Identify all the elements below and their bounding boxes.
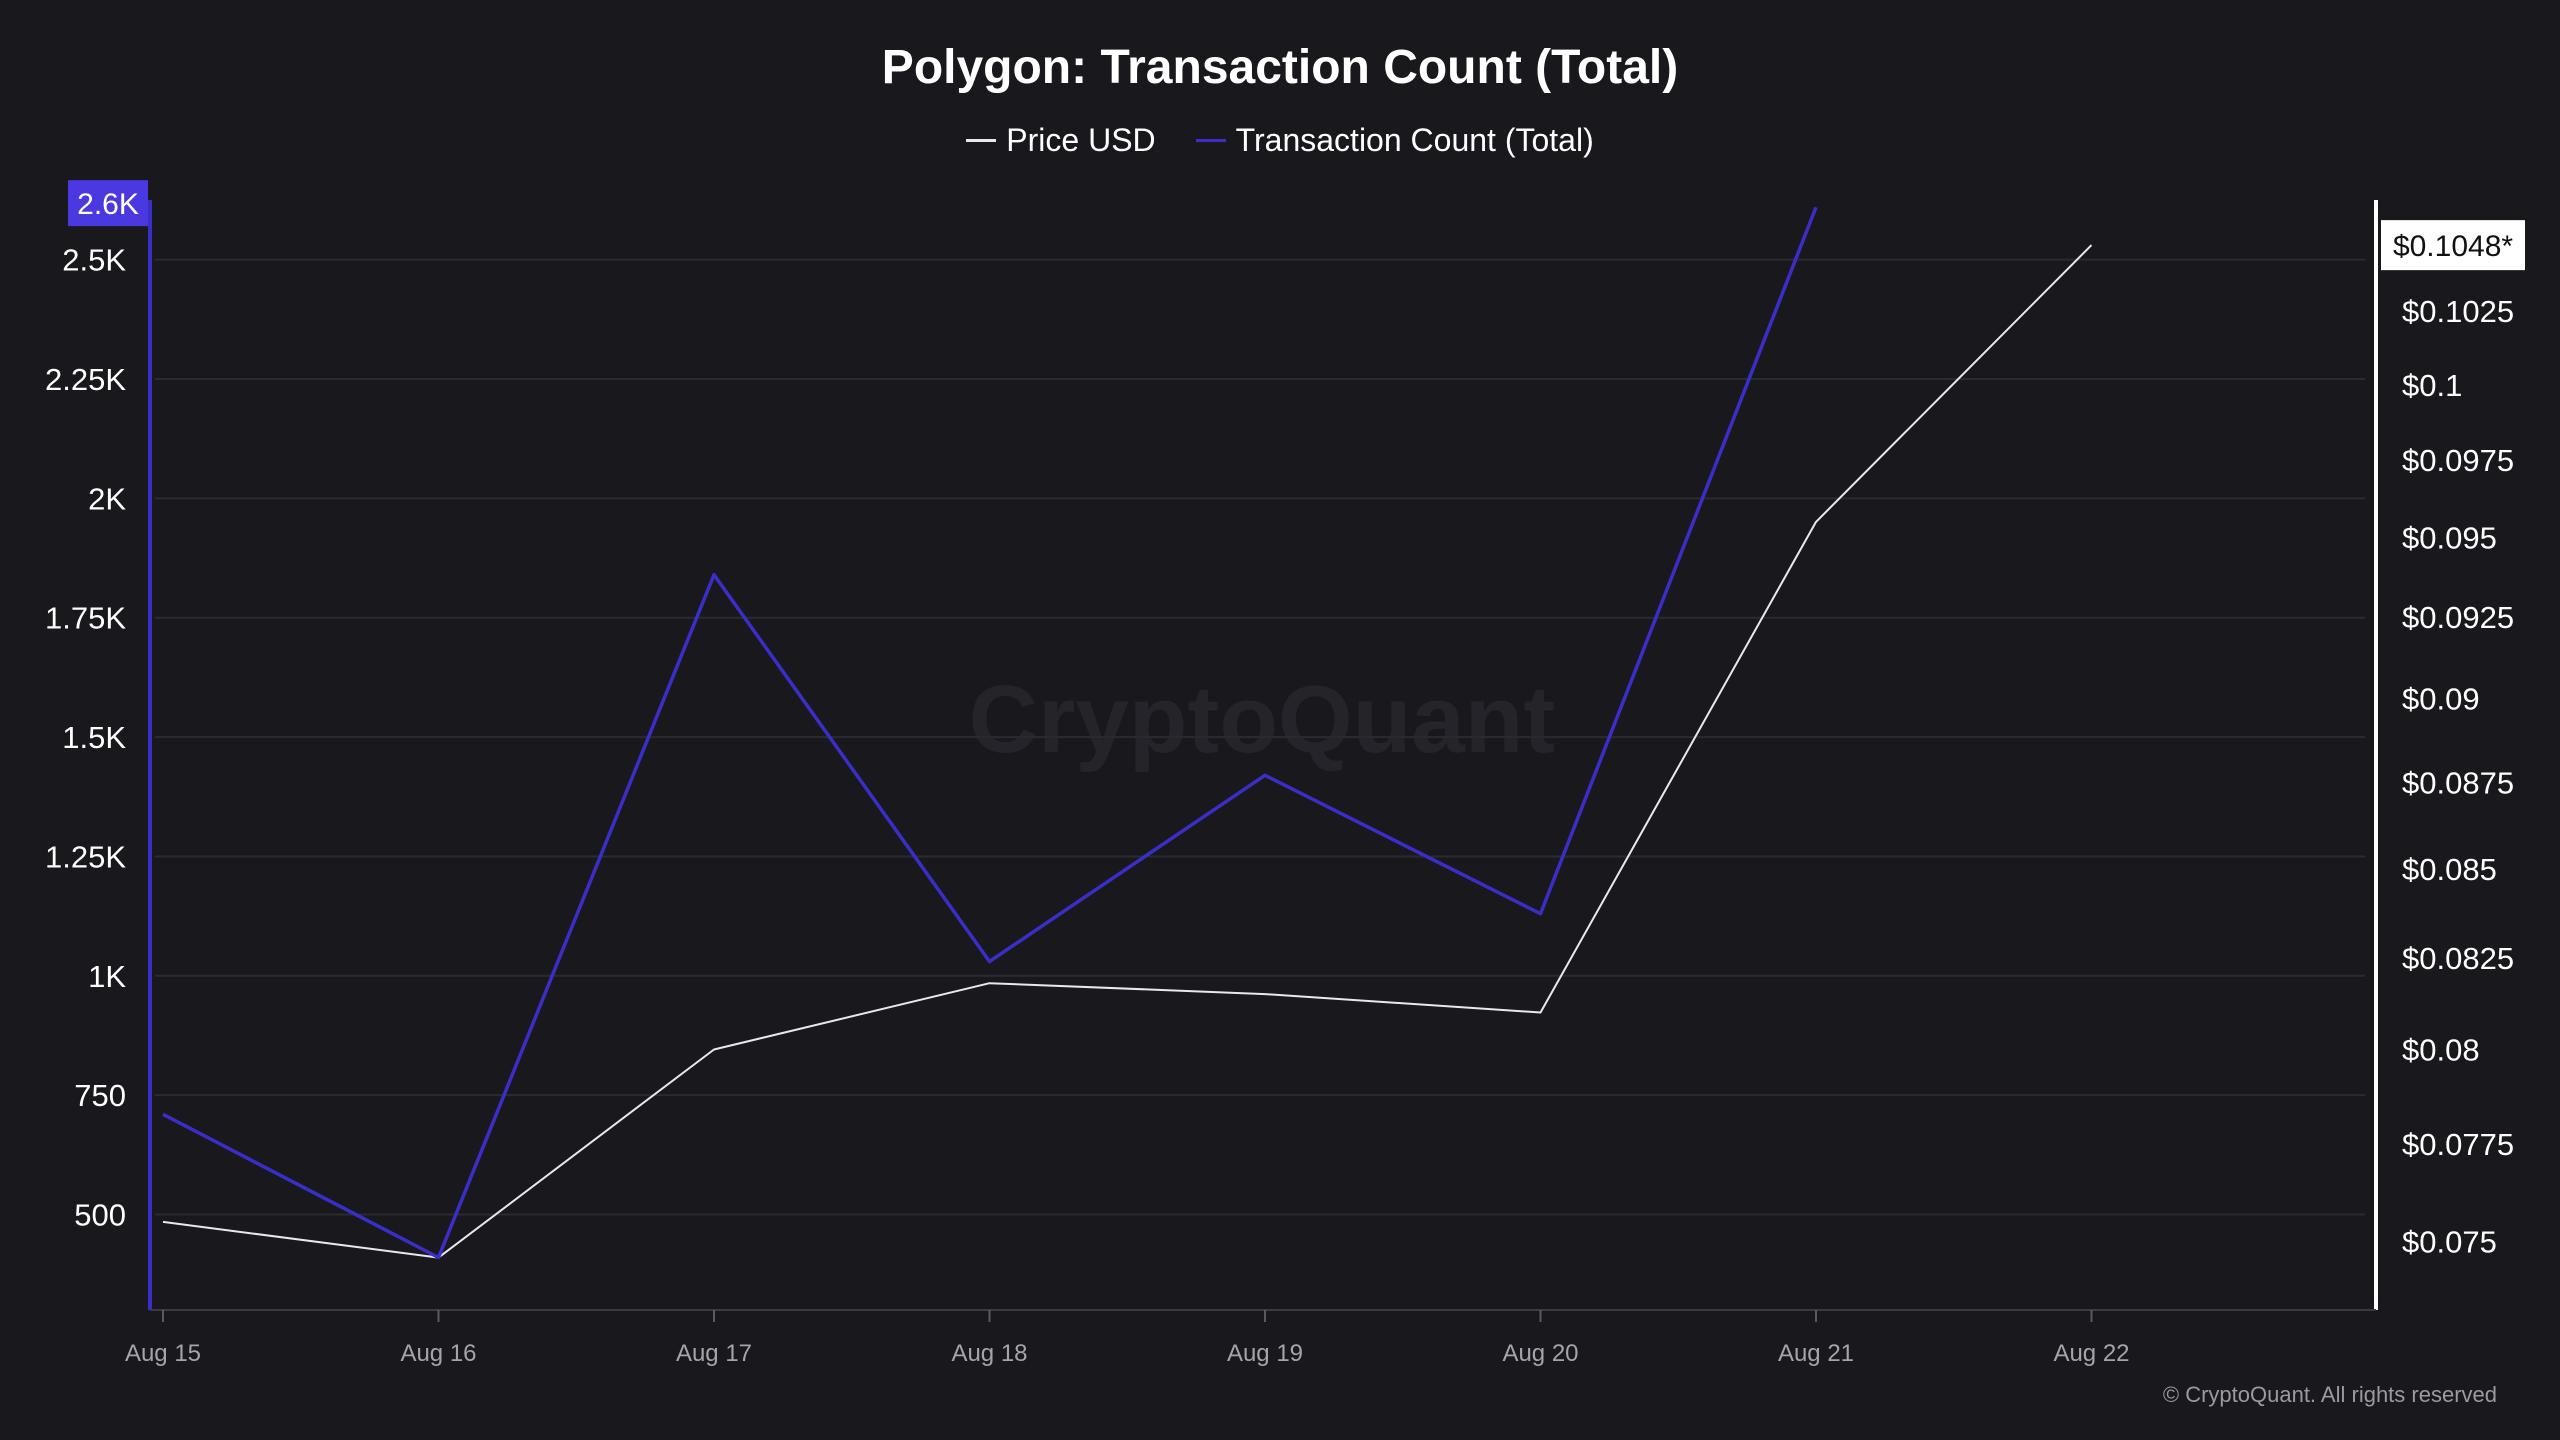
x-tick-label: Aug 20 <box>1502 1340 1578 1367</box>
x-tick-label: Aug 17 <box>676 1340 752 1367</box>
right-tick-label: $0.1025 <box>2402 294 2514 329</box>
right-tick-label: $0.095 <box>2402 521 2497 556</box>
legend-item-tx-count[interactable]: Transaction Count (Total) <box>1195 122 1594 159</box>
legend: Price USD Transaction Count (Total) <box>0 122 2560 159</box>
copyright-notice: © CryptoQuant. All rights reserved <box>2162 1382 2497 1407</box>
right-tick-label: $0.0975 <box>2402 443 2514 478</box>
x-tick-label: Aug 22 <box>2053 1340 2129 1367</box>
left-tick-label: 2K <box>88 481 126 516</box>
legend-swatch-tx-count <box>1195 139 1226 142</box>
legend-item-price[interactable]: Price USD <box>966 122 1156 159</box>
left-tick-label: 1.75K <box>45 601 126 636</box>
legend-label-price: Price USD <box>1006 122 1156 158</box>
transaction-count-line <box>162 206 1818 1260</box>
x-tick-label: Aug 21 <box>1778 1340 1854 1367</box>
price-usd-line <box>162 244 2093 1259</box>
legend-swatch-price <box>966 139 997 142</box>
left-last-value-marker <box>68 180 148 227</box>
left-tick-label: 1K <box>88 959 126 994</box>
right-tick-label: $0.0925 <box>2402 600 2514 635</box>
right-last-value-marker <box>2381 220 2525 271</box>
left-last-value-label: 2.6K <box>77 188 139 221</box>
right-tick-label: $0.08 <box>2402 1032 2480 1067</box>
chart-title: Polygon: Transaction Count (Total) <box>881 41 1679 94</box>
right-tick-label: $0.085 <box>2402 852 2497 887</box>
legend-label-tx-count: Transaction Count (Total) <box>1235 122 1594 158</box>
left-tick-label: 2.25K <box>45 362 126 397</box>
left-tick-label: 1.5K <box>62 720 126 755</box>
left-tick-label: 500 <box>74 1198 126 1233</box>
right-last-value-label: $0.1048* <box>2393 230 2513 263</box>
right-tick-label: $0.0875 <box>2402 766 2514 801</box>
right-tick-label: $0.0775 <box>2402 1127 2514 1162</box>
left-tick-label: 2.5K <box>62 243 126 278</box>
right-tick-label: $0.1 <box>2402 368 2462 403</box>
x-tick-label: Aug 18 <box>951 1340 1027 1367</box>
right-tick-label: $0.09 <box>2402 682 2480 717</box>
right-tick-label: $0.0825 <box>2402 941 2514 976</box>
right-tick-label: $0.075 <box>2402 1225 2497 1260</box>
x-tick-label: Aug 15 <box>125 1340 201 1367</box>
x-tick-label: Aug 19 <box>1227 1340 1303 1367</box>
x-tick-label: Aug 16 <box>400 1340 476 1367</box>
left-tick-label: 750 <box>74 1078 126 1113</box>
left-tick-label: 1.25K <box>45 839 126 874</box>
watermark: CryptoQuant <box>969 666 1556 773</box>
